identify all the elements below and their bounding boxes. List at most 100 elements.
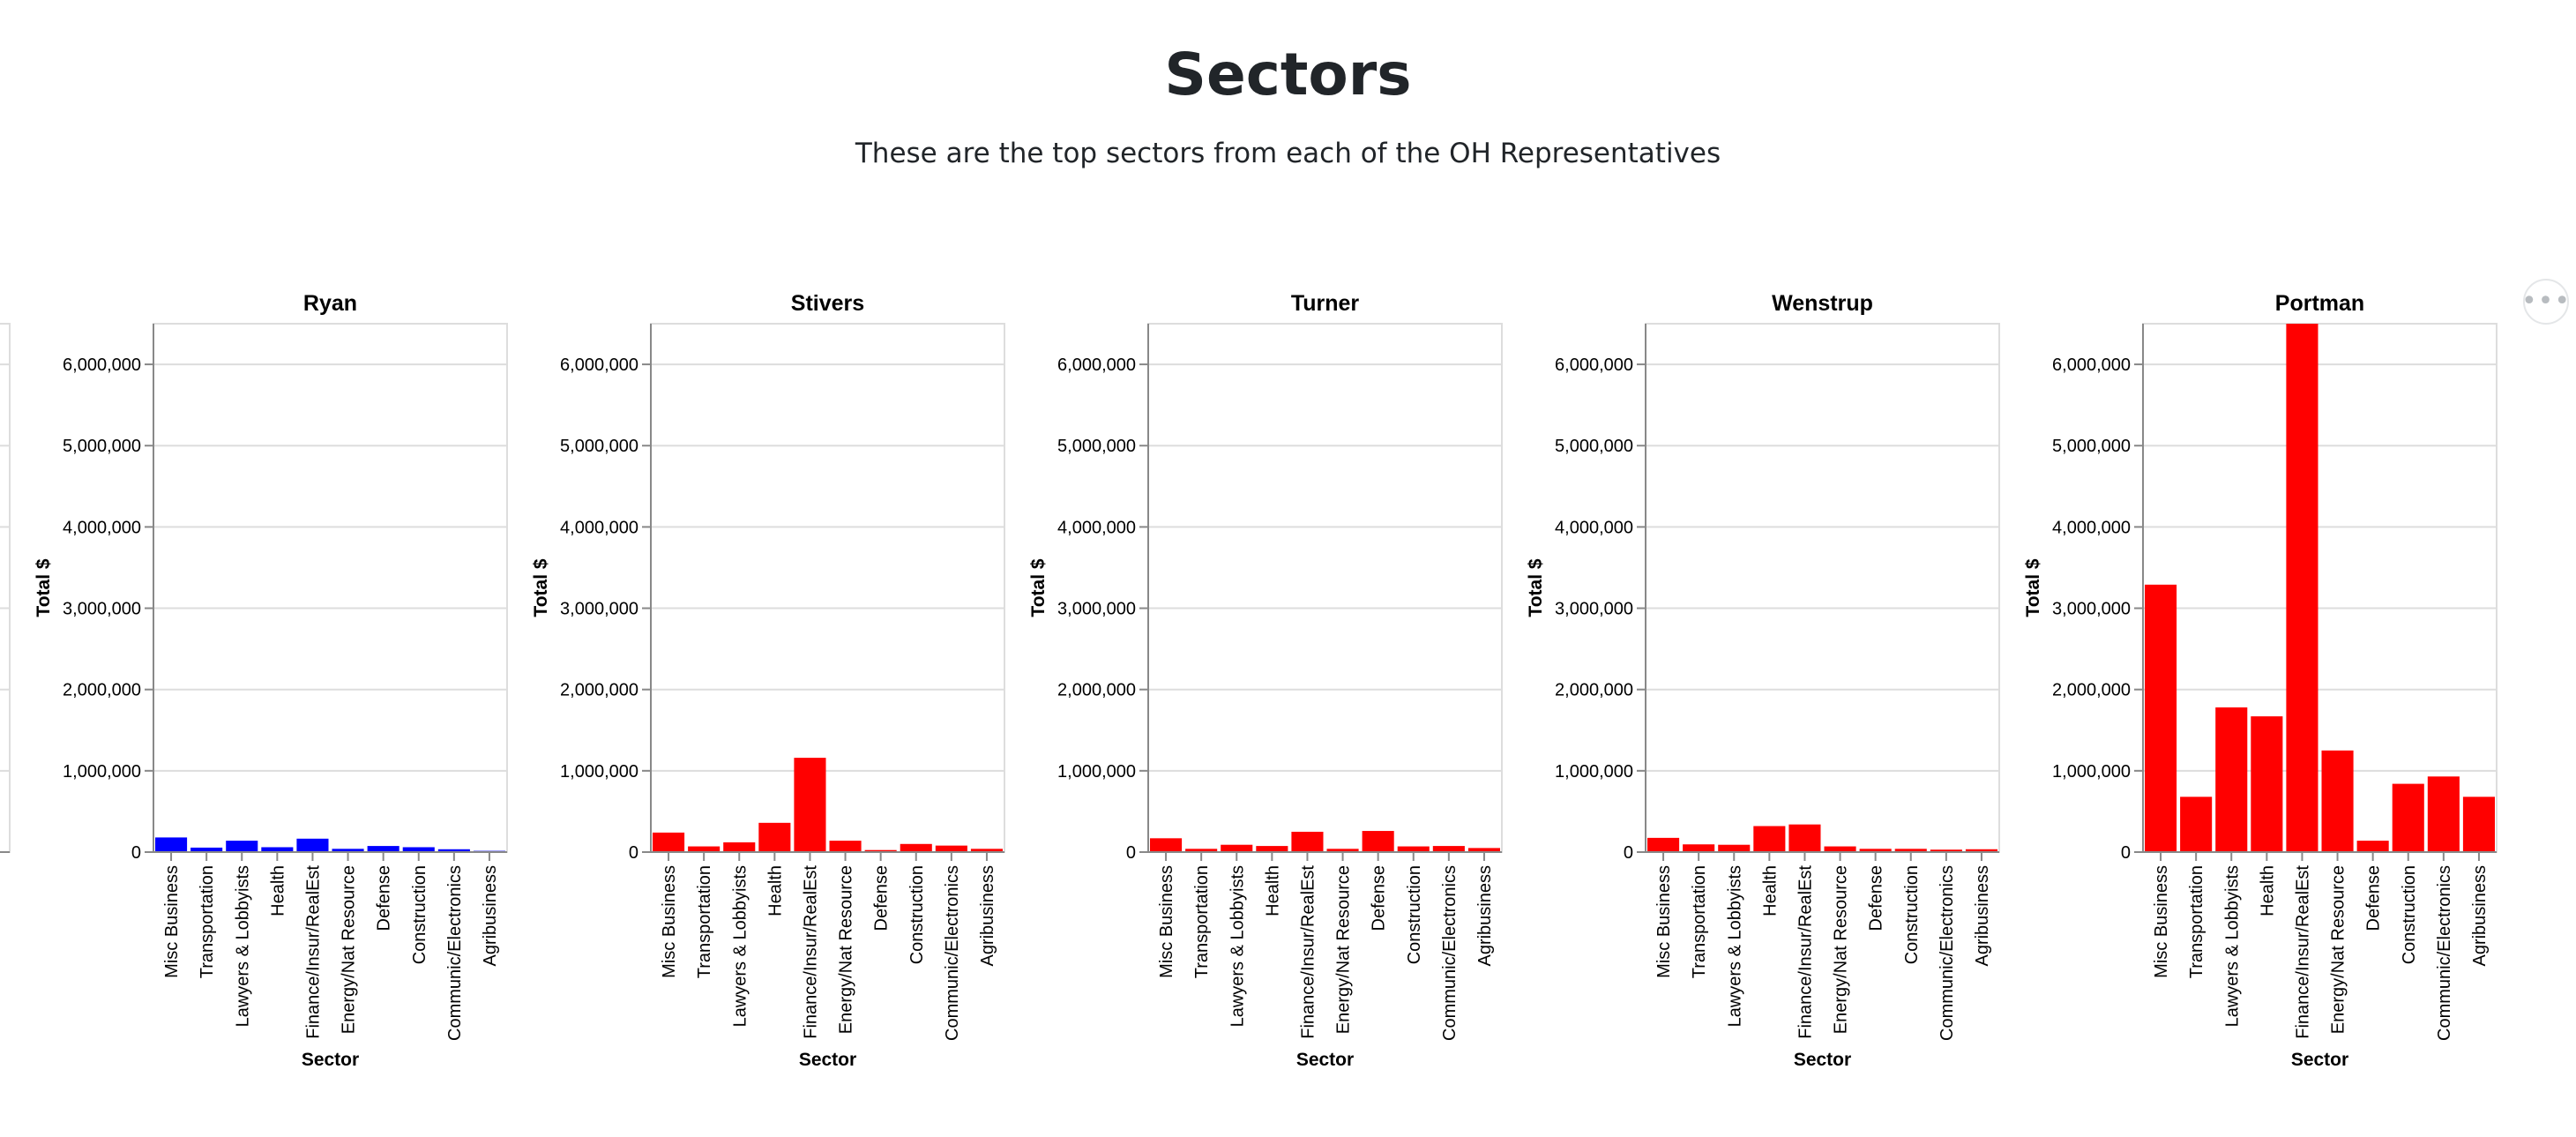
x-tick-label: Defense <box>1867 865 1886 931</box>
x-axis-label: Sector <box>302 1050 359 1070</box>
more-options-button[interactable]: ••• <box>2521 279 2570 325</box>
chart-panel-portman: Portman 0 1,000,000 2,000,000 3,000,000 4,000… <box>2023 291 2498 1070</box>
y-axis-label: Total $ <box>2023 558 2043 617</box>
bar-finance-insur-realest <box>2286 324 2318 852</box>
bar-communic-electronics <box>1432 846 1465 852</box>
bar-lawyers-lobbyists <box>2215 707 2248 852</box>
x-tick-label: Communic/Electronics <box>2435 865 2454 1041</box>
y-tick-label: 5,000,000 <box>1057 437 1136 456</box>
x-tick-label: Finance/Insur/RealEst <box>1796 865 1815 1039</box>
bar-transportation <box>1683 844 1715 852</box>
bar-finance-insur-realest <box>794 758 826 852</box>
x-tick-label: Energy/Nat Resource <box>1334 865 1354 1034</box>
x-tick-label: Construction <box>1405 865 1424 964</box>
bar-agribusiness <box>1965 849 1997 852</box>
x-tick-label: Health <box>1263 865 1282 916</box>
x-tick-label: Communic/Electronics <box>445 865 465 1041</box>
chart-title: Turner <box>1291 291 1360 316</box>
bar-finance-insur-realest <box>1291 831 1324 852</box>
x-tick-label: Energy/Nat Resource <box>340 865 359 1034</box>
y-tick-label: 0 <box>1624 843 1633 863</box>
chart-panel-partial <box>0 323 11 853</box>
y-tick-label: 4,000,000 <box>63 518 141 537</box>
bar-lawyers-lobbyists <box>1221 844 1253 852</box>
y-tick-label: 6,000,000 <box>2052 355 2131 375</box>
chart-panel-turner: Turner 0 1,000,000 2,000,000 3,000,000 4,000,… <box>1028 291 1503 1070</box>
bar-construction <box>1894 849 1927 852</box>
chart-title: Ryan <box>303 291 357 316</box>
x-tick-label: Misc Business <box>660 865 679 978</box>
x-tick-label: Finance/Insur/RealEst <box>801 865 820 1039</box>
y-tick-label: 6,000,000 <box>1555 355 1633 375</box>
y-tick-label: 4,000,000 <box>1057 518 1136 537</box>
plot-frame <box>650 323 1005 853</box>
y-axis-label: Total $ <box>1028 558 1049 617</box>
y-tick-label: 6,000,000 <box>63 355 141 375</box>
bar-communic-electronics <box>437 849 470 852</box>
bar-energy-nat-resource <box>2321 750 2354 852</box>
x-axis-label: Sector <box>1794 1050 1851 1070</box>
x-tick-label: Energy/Nat Resource <box>2329 865 2348 1034</box>
y-tick-label: 1,000,000 <box>2052 762 2131 782</box>
y-tick-label: 3,000,000 <box>1555 600 1633 619</box>
chart-panel-wenstrup: Wenstrup 0 1,000,000 2,000,000 3,000,000 4,00… <box>1526 291 2000 1070</box>
x-tick-label: Agribusiness <box>1973 865 1992 967</box>
bar-lawyers-lobbyists <box>1718 844 1751 852</box>
x-tick-label: Agribusiness <box>2470 865 2490 967</box>
y-tick-label: 3,000,000 <box>2052 600 2131 619</box>
x-tick-label: Lawyers & Lobbyists <box>2222 865 2242 1027</box>
y-tick-label: 0 <box>1126 843 1136 863</box>
x-tick-label: Health <box>765 865 785 916</box>
bar-construction <box>402 847 435 852</box>
x-tick-label: Energy/Nat Resource <box>1832 865 1851 1034</box>
plot-frame <box>1147 323 1503 853</box>
plot-frame <box>153 323 508 853</box>
bar-finance-insur-realest <box>1788 824 1821 852</box>
x-tick-label: Finance/Insur/RealEst <box>2293 865 2312 1039</box>
x-tick-label: Agribusiness <box>481 865 500 967</box>
bar-lawyers-lobbyists <box>723 842 756 852</box>
bar-defense <box>1859 849 1892 852</box>
x-tick-label: Lawyers & Lobbyists <box>1725 865 1744 1027</box>
page-title: Sectors <box>1164 41 1412 108</box>
plot-frame <box>2142 323 2498 853</box>
bar-agribusiness <box>2462 797 2495 852</box>
bar-energy-nat-resource <box>1326 849 1359 852</box>
x-tick-label: Communic/Electronics <box>1440 865 1460 1041</box>
x-tick-label: Misc Business <box>2152 865 2171 978</box>
bar-energy-nat-resource <box>332 849 364 852</box>
y-tick-label: 2,000,000 <box>560 681 638 700</box>
bar-construction <box>900 843 932 852</box>
chart-panel-stivers: Stivers 0 1,000,000 2,000,000 3,000,000 4,000… <box>531 291 1005 1070</box>
y-tick-label: 1,000,000 <box>1555 762 1633 782</box>
y-tick-label: 1,000,000 <box>63 762 141 782</box>
x-tick-label: Communic/Electronics <box>1938 865 1957 1041</box>
y-tick-label: 2,000,000 <box>1057 681 1136 700</box>
bar-finance-insur-realest <box>296 838 329 852</box>
bar-transportation <box>688 846 721 852</box>
x-tick-label: Lawyers & Lobbyists <box>1228 865 1247 1027</box>
y-tick-label: 1,000,000 <box>1057 762 1136 782</box>
bar-health <box>2251 716 2283 852</box>
x-tick-label: Construction <box>1902 865 1922 964</box>
bar-misc-business <box>2145 584 2177 852</box>
y-tick-label: 6,000,000 <box>1057 355 1136 375</box>
bar-defense <box>1362 831 1394 852</box>
bar-energy-nat-resource <box>829 841 862 852</box>
y-tick-label: 5,000,000 <box>560 437 638 456</box>
bar-defense <box>367 846 399 852</box>
y-tick-label: 6,000,000 <box>560 355 638 375</box>
x-tick-label: Misc Business <box>1157 865 1176 978</box>
y-tick-label: 0 <box>2121 843 2131 863</box>
bar-lawyers-lobbyists <box>226 841 258 852</box>
bar-misc-business <box>1647 837 1680 852</box>
x-tick-label: Finance/Insur/RealEst <box>1298 865 1318 1039</box>
x-tick-label: Health <box>1760 865 1780 916</box>
x-tick-label: Defense <box>2364 865 2384 931</box>
y-axis-label: Total $ <box>531 558 551 617</box>
chart-panel-ryan: Ryan 0 1,000,000 2,000,000 3,000,000 4,000,00… <box>34 291 508 1070</box>
bar-construction <box>2392 783 2424 852</box>
y-tick-label: 5,000,000 <box>1555 437 1633 456</box>
x-tick-label: Construction <box>907 865 927 964</box>
